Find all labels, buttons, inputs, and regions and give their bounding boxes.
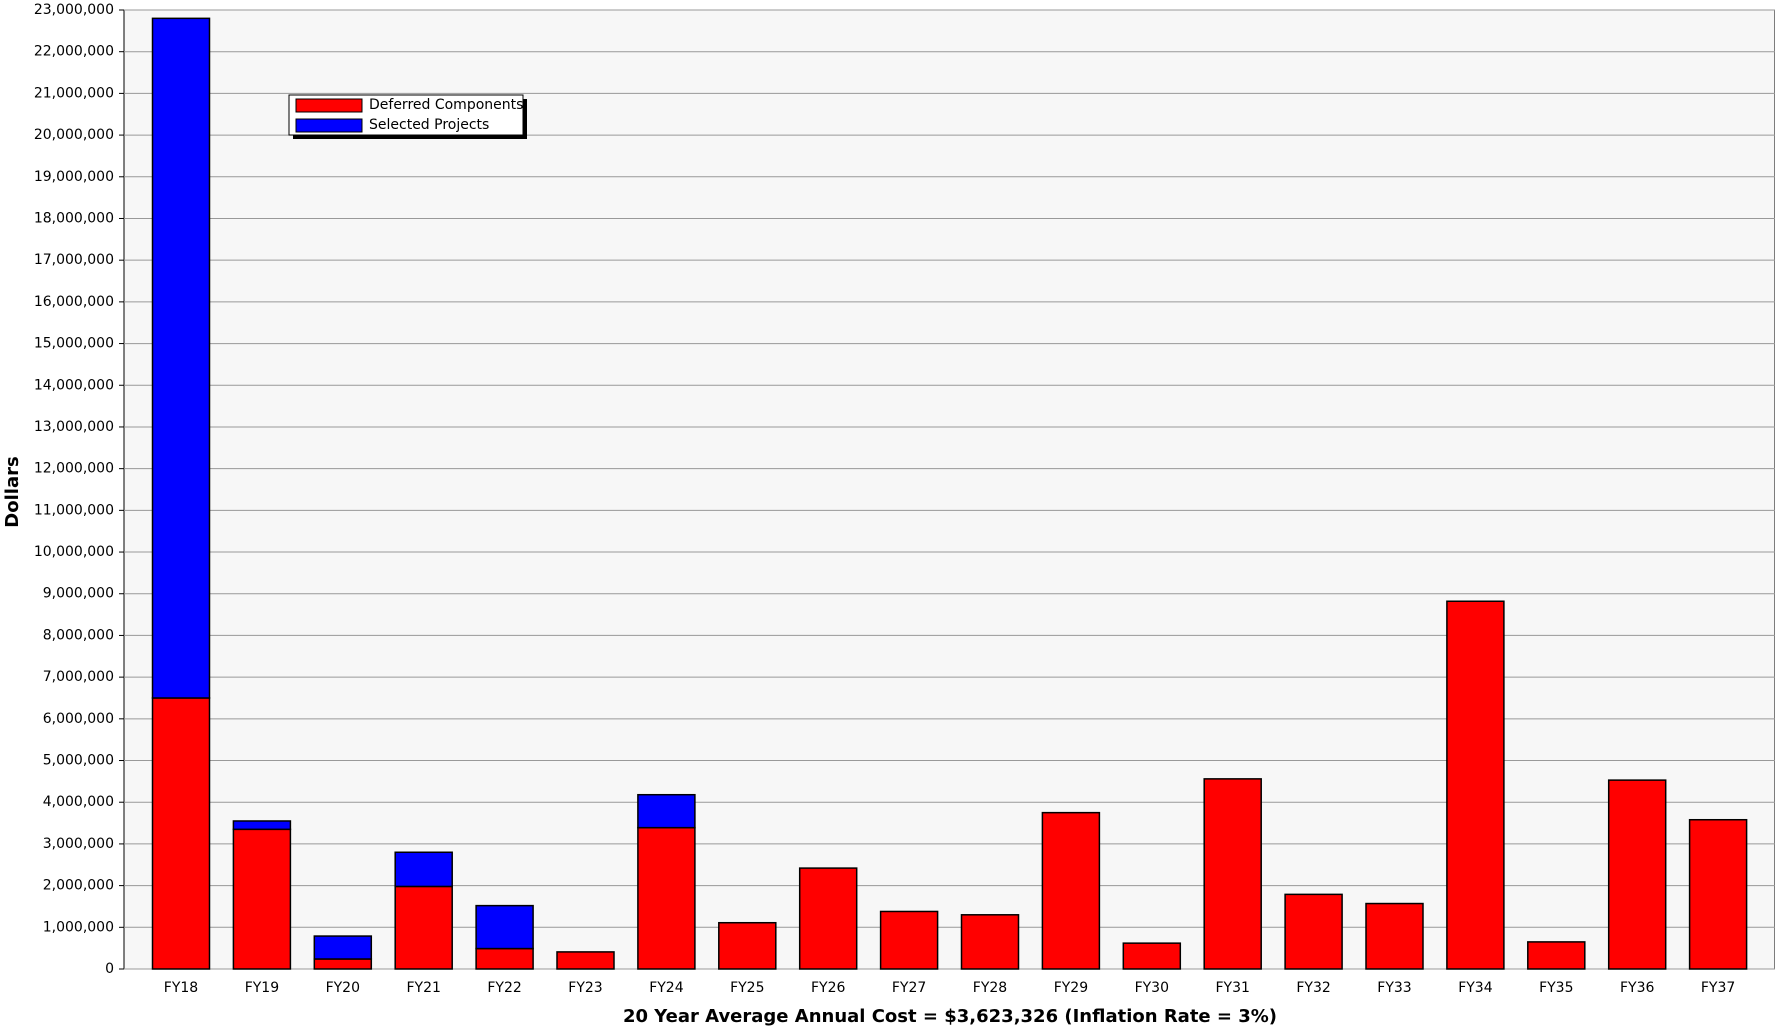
- y-axis-label: Dollars: [2, 456, 23, 527]
- bar-segment: [1122, 942, 1182, 970]
- x-tick-label: FY31: [1215, 980, 1249, 996]
- y-tick-label: 4,000,000: [43, 794, 114, 810]
- x-tick-label: FY19: [245, 980, 279, 996]
- bar-segment: [556, 951, 615, 970]
- x-tick-label: FY23: [568, 980, 602, 996]
- y-tick-label: 10,000,000: [34, 544, 114, 560]
- y-tick-label: 9,000,000: [43, 586, 114, 602]
- bar-segment: [151, 17, 211, 699]
- bar-segment: [475, 947, 534, 970]
- y-tick-label: 3,000,000: [43, 836, 114, 852]
- x-tick-label: FY21: [406, 980, 440, 996]
- bar-segment: [637, 793, 696, 829]
- y-tick-label: 1,000,000: [43, 919, 114, 935]
- y-tick-label: 16,000,000: [34, 294, 114, 310]
- y-tick-label: 8,000,000: [43, 627, 114, 643]
- x-tick-label: FY30: [1135, 980, 1169, 996]
- x-tick-label: FY18: [164, 980, 198, 996]
- legend-swatch: [295, 98, 363, 113]
- x-tick-label: FY32: [1296, 980, 1330, 996]
- y-tick-label: 14,000,000: [34, 377, 114, 393]
- bar-segment: [1041, 811, 1101, 970]
- bar-segment: [1203, 778, 1262, 970]
- y-tick-label: 20,000,000: [34, 127, 114, 143]
- bar-segment: [1284, 893, 1343, 970]
- y-tick-label: 18,000,000: [34, 210, 114, 226]
- bar-segment: [151, 697, 211, 970]
- bar-segment: [718, 921, 777, 970]
- y-tick-label: 11,000,000: [34, 502, 114, 518]
- bar-segment: [1446, 600, 1505, 970]
- y-tick-label: 12,000,000: [34, 461, 114, 477]
- bar-segment: [313, 935, 373, 960]
- y-tick-label: 5,000,000: [43, 753, 114, 769]
- x-tick-label: FY22: [487, 980, 521, 996]
- bar-segment: [394, 885, 453, 970]
- y-tick-label: 15,000,000: [34, 336, 114, 352]
- bar-segment: [1688, 818, 1748, 970]
- y-tick-label: 2,000,000: [43, 878, 114, 894]
- y-tick-label: 19,000,000: [34, 169, 114, 185]
- y-tick-label: 0: [105, 961, 114, 977]
- bar-segment: [313, 958, 373, 970]
- bar-segment: [475, 904, 534, 950]
- legend-label: Deferred Components: [369, 97, 523, 113]
- y-tick-label: 6,000,000: [43, 711, 114, 727]
- x-tick-label: FY37: [1701, 980, 1735, 996]
- bar-segment: [232, 828, 292, 970]
- y-tick-label: 7,000,000: [43, 669, 114, 685]
- bar-segment: [879, 910, 939, 970]
- y-tick-label: 22,000,000: [34, 44, 114, 60]
- x-tick-label: FY36: [1620, 980, 1655, 996]
- bar-segment: [637, 826, 696, 970]
- x-tick-label: FY34: [1458, 980, 1493, 996]
- x-tick-label: FY33: [1377, 980, 1411, 996]
- plot-area: [123, 9, 1775, 970]
- x-tick-label: FY28: [973, 980, 1007, 996]
- bar-segment: [394, 851, 453, 888]
- x-axis-label: 20 Year Average Annual Cost = $3,623,326…: [623, 1006, 1277, 1027]
- y-tick-label: 13,000,000: [34, 419, 114, 435]
- bar-segment: [1607, 779, 1667, 970]
- legend-label: Selected Projects: [369, 117, 489, 133]
- bar-segment: [232, 820, 292, 831]
- legend-swatch: [295, 118, 363, 133]
- bar-segment: [1365, 902, 1424, 970]
- x-tick-label: FY25: [730, 980, 764, 996]
- x-tick-label: FY26: [811, 980, 846, 996]
- x-tick-label: FY35: [1539, 980, 1573, 996]
- x-tick-label: FY29: [1054, 980, 1088, 996]
- bar-segment: [960, 914, 1020, 970]
- x-tick-label: FY20: [326, 980, 360, 996]
- y-tick-label: 23,000,000: [34, 2, 114, 18]
- y-tick-label: 21,000,000: [34, 85, 114, 101]
- x-tick-label: FY24: [649, 980, 684, 996]
- x-tick-label: FY27: [892, 980, 926, 996]
- bar-segment: [1527, 941, 1586, 970]
- y-tick-label: 17,000,000: [34, 252, 114, 268]
- bar-segment: [798, 867, 858, 970]
